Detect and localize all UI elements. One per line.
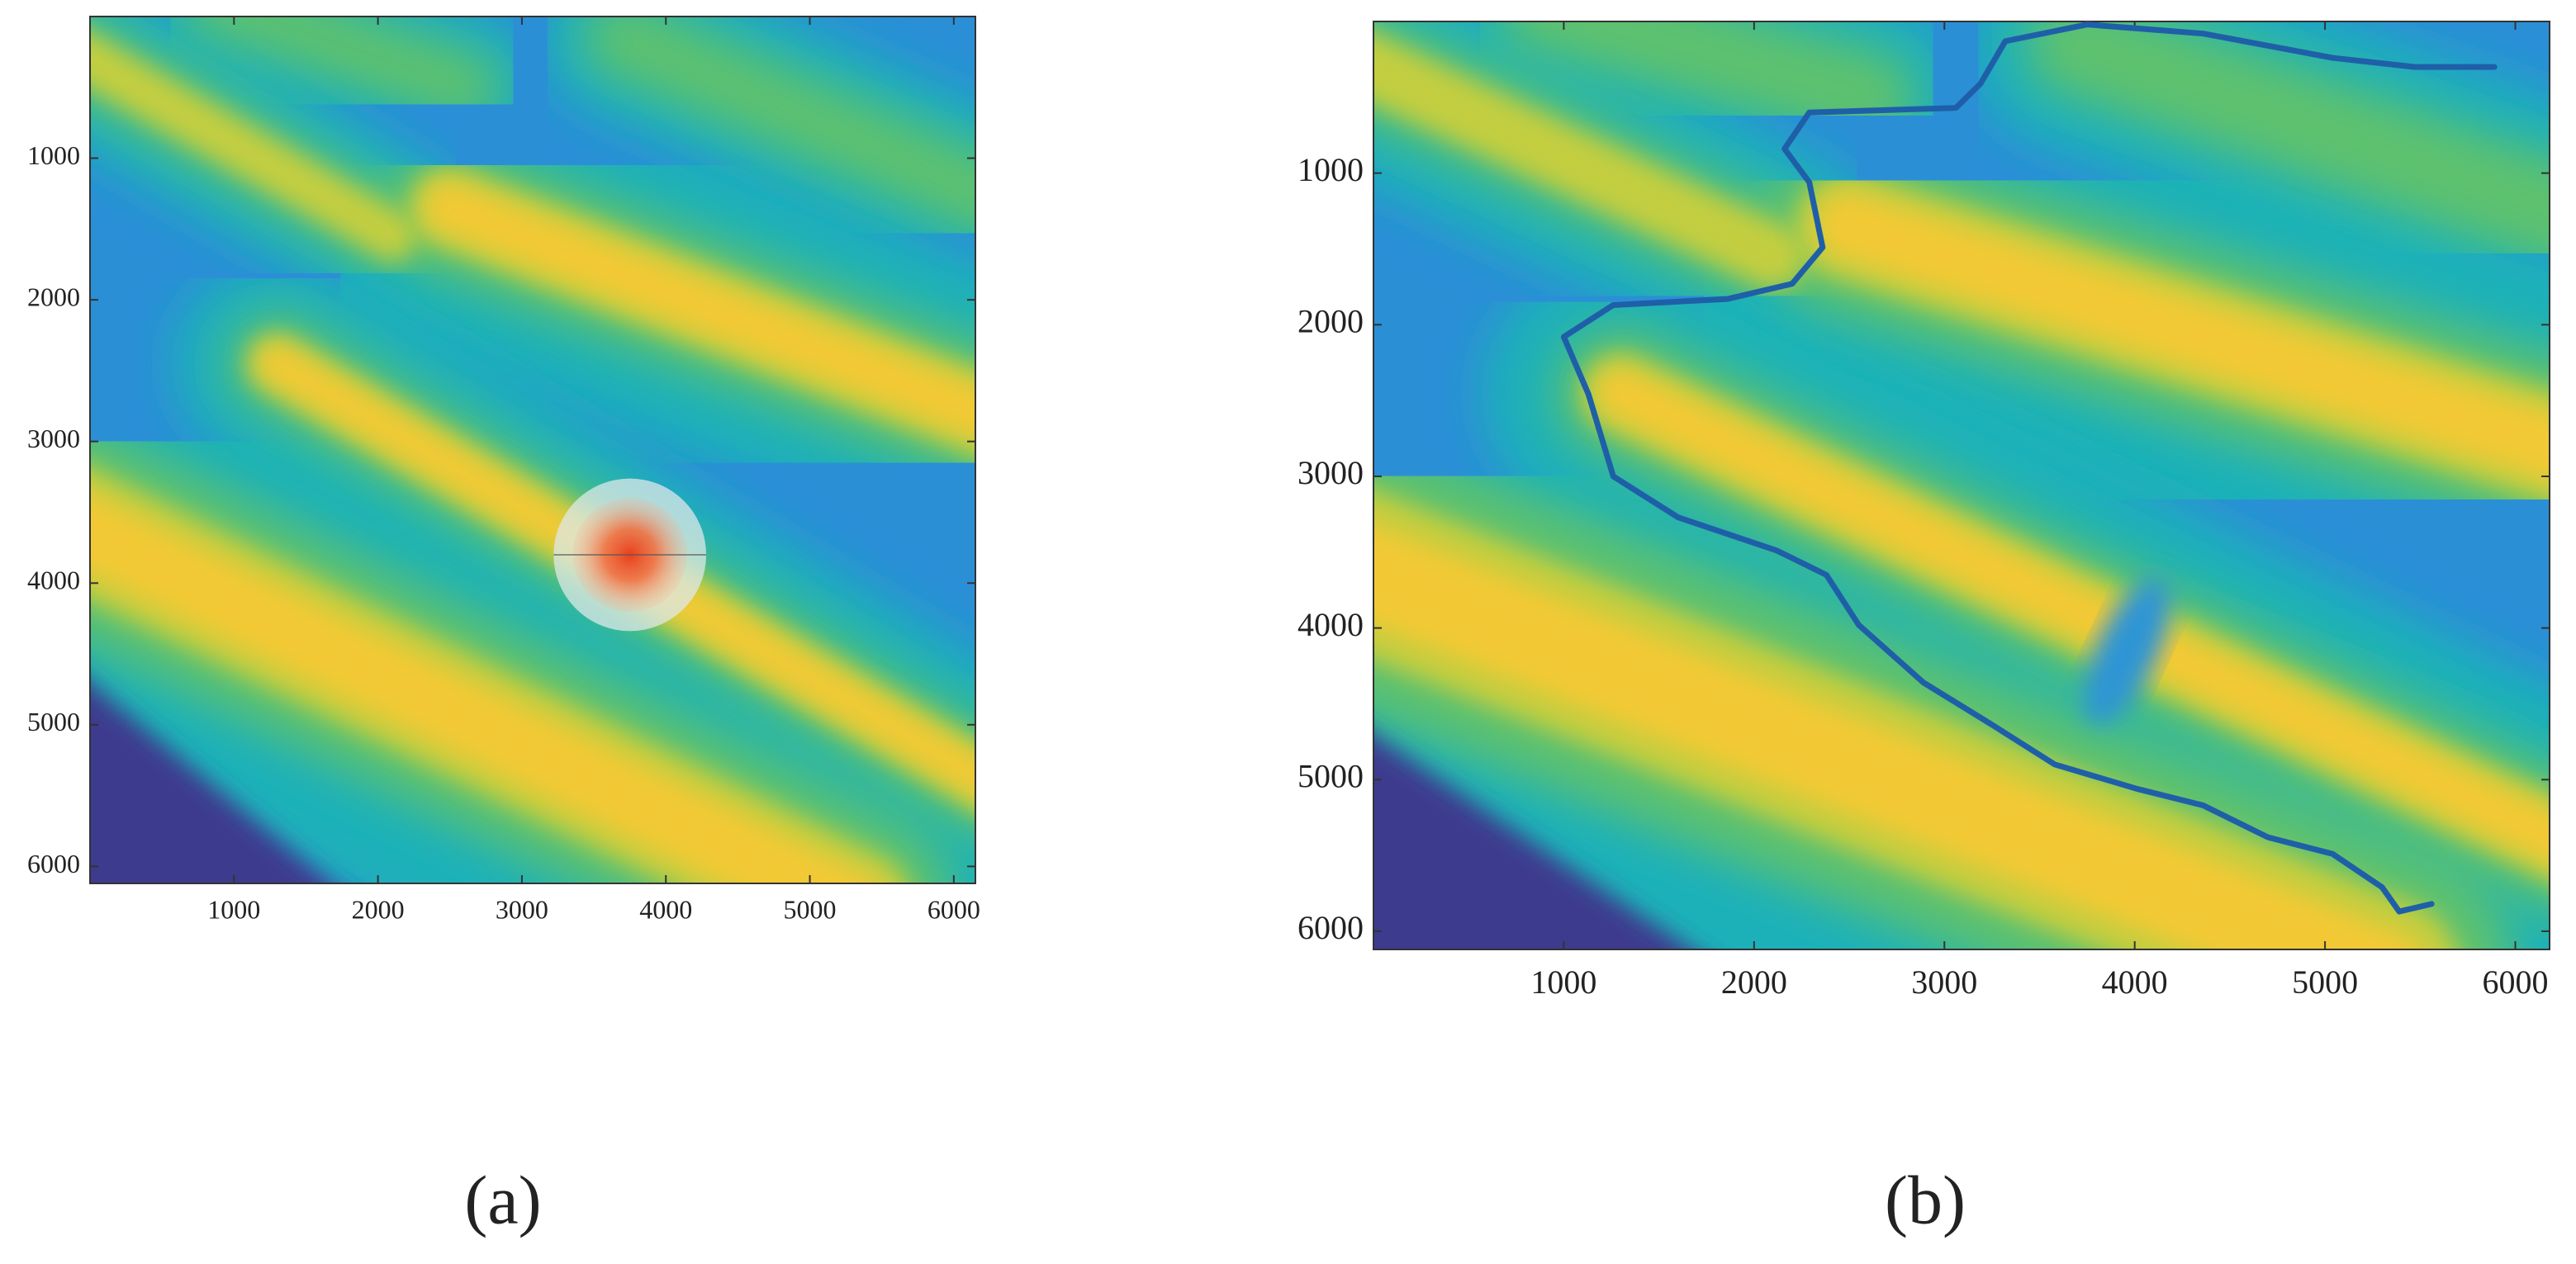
- y-tick-label: 3000: [1297, 454, 1364, 491]
- ridge: [90, 32, 416, 260]
- y-tick-label: 2000: [1297, 302, 1364, 339]
- lowland: [90, 683, 331, 883]
- x-tick-label: 5000: [2292, 963, 2358, 1001]
- x-tick-label: 3000: [1911, 963, 1977, 1001]
- ridge: [1500, 21, 1916, 145]
- y-tick-label: 5000: [27, 707, 80, 736]
- x-tick-label: 4000: [639, 895, 692, 925]
- x-tick-label: 3000: [496, 895, 548, 925]
- y-tick-label: 1000: [1297, 151, 1364, 188]
- ridge: [583, 17, 975, 234]
- y-tick-label: 1000: [27, 140, 80, 170]
- y-tick-label: 6000: [1297, 909, 1364, 946]
- ridge: [425, 183, 975, 438]
- path-line: [1560, 21, 2498, 915]
- x-tick-label: 6000: [927, 895, 980, 925]
- caption: (b): [1885, 1162, 1966, 1238]
- ridge: [90, 494, 878, 883]
- y-tick-label: 4000: [27, 566, 80, 595]
- axes-box: [1373, 21, 2550, 950]
- x-tick-label: 5000: [784, 895, 837, 925]
- x-tick-label: 6000: [2483, 963, 2549, 1001]
- ridge: [2025, 21, 2550, 267]
- panel: 1000 2000 3000 4000 5000 6000 1000 2000 3000 4000…: [1297, 21, 2550, 1238]
- lowland: [1373, 735, 1691, 949]
- caption: (a): [464, 1162, 541, 1238]
- x-tick-label: 1000: [1530, 963, 1596, 1001]
- x-tick-label: 4000: [2102, 963, 2168, 1001]
- y-tick-label: 3000: [27, 424, 80, 453]
- terrain: [90, 17, 975, 883]
- x-tick-label: 2000: [1721, 963, 1787, 1001]
- ridge: [1373, 33, 1805, 288]
- y-tick-label: 6000: [27, 849, 80, 878]
- axes-box: [89, 16, 976, 884]
- panel: 1000 2000 3000 4000 5000 6000 1000 2000 3000 4000…: [27, 16, 980, 1238]
- y-tick-label: 2000: [27, 282, 80, 311]
- ridge: [1597, 369, 2550, 864]
- terrain: [1373, 21, 2550, 949]
- ridge: [1817, 194, 2550, 480]
- ridge: [1373, 524, 2420, 949]
- x-tick-label: 1000: [207, 895, 260, 925]
- ridge-gap: [2083, 577, 2171, 725]
- x-tick-label: 2000: [352, 895, 405, 925]
- y-tick-label: 4000: [1297, 606, 1364, 643]
- y-tick-label: 5000: [1297, 757, 1364, 794]
